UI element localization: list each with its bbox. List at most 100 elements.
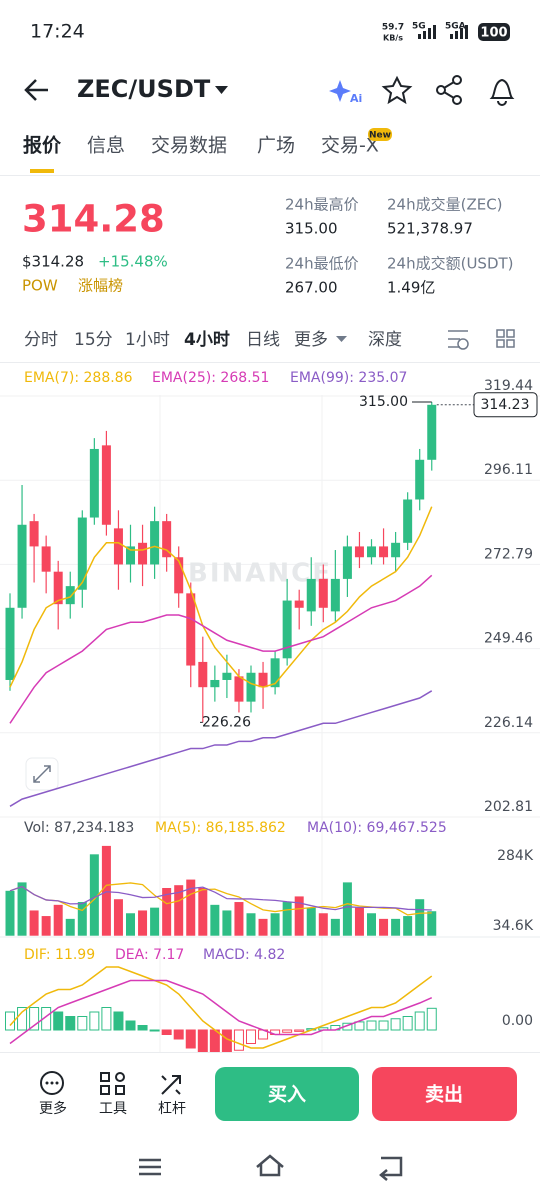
price: 314.28 bbox=[22, 198, 165, 241]
volume-bar bbox=[150, 907, 160, 936]
macd-bar bbox=[17, 1007, 28, 1031]
candle-body bbox=[126, 546, 135, 565]
interval[interactable]: 分时 bbox=[24, 330, 58, 350]
volume-bar bbox=[234, 902, 244, 936]
tab[interactable]: 广场 bbox=[257, 135, 295, 157]
candle-body bbox=[186, 593, 196, 666]
tab[interactable]: 报价 bbox=[23, 134, 62, 157]
signal bbox=[418, 25, 468, 39]
dropdown[interactable] bbox=[215, 86, 228, 94]
candle-body bbox=[258, 672, 268, 688]
vol-legend: MA(10): 69,467.525 bbox=[307, 820, 447, 836]
dea-line bbox=[9, 979, 433, 1045]
tab[interactable]: 信息 bbox=[87, 135, 125, 157]
interval[interactable]: 日线 bbox=[246, 330, 280, 350]
battery bbox=[478, 23, 510, 41]
volume-bar bbox=[222, 910, 232, 936]
ema-line bbox=[9, 506, 433, 688]
macd-legend: DIF: 11.99 bbox=[24, 947, 95, 963]
tool[interactable]: 杠杆 bbox=[158, 1101, 186, 1117]
ema-legend: EMA(99): 235.07 bbox=[290, 370, 407, 386]
interval[interactable]: 4小时 bbox=[184, 330, 230, 350]
interval[interactable]: 15分 bbox=[74, 330, 113, 350]
tool[interactable]: 工具 bbox=[99, 1101, 127, 1117]
volume-bar bbox=[113, 899, 123, 936]
nav-bar[interactable] bbox=[139, 1154, 403, 1181]
usd-price: $314.28 bbox=[22, 253, 84, 271]
candle-body bbox=[5, 607, 15, 680]
speed: 59.7 bbox=[382, 23, 404, 33]
candle-body bbox=[354, 546, 364, 558]
divider bbox=[0, 362, 540, 363]
favorite[interactable] bbox=[381, 75, 413, 105]
volume-bar bbox=[89, 854, 99, 936]
volume-bar bbox=[101, 845, 111, 936]
back[interactable] bbox=[24, 79, 48, 101]
ai: Ai bbox=[350, 92, 362, 105]
volume-bar bbox=[354, 907, 364, 936]
vol-ma-line bbox=[9, 882, 432, 916]
alert[interactable] bbox=[489, 78, 515, 106]
stat-label: 24h成交额(USDT) bbox=[387, 255, 514, 273]
volume-bar bbox=[379, 918, 389, 936]
macd-tick-label: 0.00 bbox=[502, 1013, 533, 1029]
macd-legend: MACD: 4.82 bbox=[203, 947, 285, 963]
volume-bar bbox=[53, 904, 63, 936]
macd-bar bbox=[209, 1029, 220, 1053]
volume-bar bbox=[282, 902, 292, 936]
stat-label: 24h最低价 bbox=[285, 255, 359, 273]
volume-bar bbox=[294, 896, 304, 936]
sell-button[interactable] bbox=[372, 1067, 517, 1121]
low-label: 226.26 bbox=[202, 714, 251, 730]
volume-bar bbox=[198, 887, 208, 936]
speed-unit: KB/s bbox=[383, 34, 403, 43]
vol-legend: Vol: 87,234.183 bbox=[24, 820, 134, 836]
divider bbox=[0, 1052, 540, 1053]
macd-bar bbox=[426, 1007, 437, 1031]
macd-bar bbox=[161, 1029, 172, 1035]
macd-bar bbox=[233, 1029, 244, 1051]
candle-body bbox=[379, 546, 389, 558]
candle-body bbox=[330, 578, 340, 612]
buy-button[interactable] bbox=[215, 1067, 359, 1121]
ema-legend: EMA(7): 288.86 bbox=[24, 370, 133, 386]
y-tick-label: 226.14 bbox=[484, 715, 533, 731]
candle-body bbox=[41, 546, 51, 572]
ai-icon[interactable] bbox=[329, 80, 351, 102]
stat-value: 315.00 bbox=[285, 220, 338, 238]
volume-bar bbox=[29, 910, 39, 936]
ema-line bbox=[9, 690, 433, 807]
macd-bar bbox=[185, 1029, 196, 1049]
candle-body bbox=[246, 672, 256, 702]
tab[interactable]: 交易数据 bbox=[151, 135, 227, 157]
candle-body bbox=[210, 679, 220, 688]
sell: 卖出 bbox=[425, 1083, 463, 1106]
tag[interactable]: POW bbox=[22, 277, 58, 295]
tag[interactable]: 涨幅榜 bbox=[78, 277, 123, 295]
tool[interactable]: 更多 bbox=[39, 1100, 67, 1117]
change: +15.48% bbox=[98, 253, 168, 271]
chart-settings[interactable] bbox=[448, 329, 515, 350]
volume-bar bbox=[427, 911, 437, 936]
macd-bar bbox=[65, 1016, 76, 1031]
candle-body bbox=[234, 676, 244, 702]
volume-bar bbox=[342, 882, 352, 936]
volume-bar bbox=[65, 918, 75, 936]
stat-value: 1.49亿 bbox=[387, 279, 435, 297]
watermark: BINANCE bbox=[188, 559, 332, 589]
interval[interactable]: 1小时 bbox=[125, 330, 170, 350]
divider bbox=[0, 175, 540, 176]
volume-bar bbox=[367, 913, 376, 936]
net: 5G bbox=[412, 22, 426, 32]
share[interactable] bbox=[436, 75, 462, 105]
tab[interactable]: 交易-X bbox=[321, 135, 379, 157]
volume-bar bbox=[5, 890, 15, 936]
interval[interactable]: 更多 bbox=[294, 330, 328, 350]
time: 17:24 bbox=[30, 21, 85, 43]
interval[interactable]: 深度 bbox=[368, 330, 402, 350]
volume-bar bbox=[306, 907, 316, 936]
pair[interactable]: ZEC/USDT bbox=[77, 75, 211, 103]
expand-icon bbox=[33, 765, 51, 783]
candle-body bbox=[77, 517, 87, 590]
